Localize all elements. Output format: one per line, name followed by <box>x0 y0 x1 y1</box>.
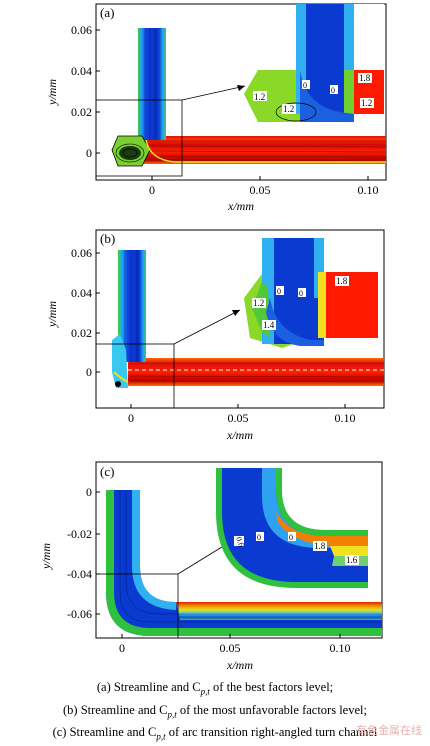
inset-c <box>216 468 368 588</box>
caption-line-b: (b) Streamline and Cp,t of the most unfa… <box>63 702 367 720</box>
inset-label: 0 <box>299 289 303 298</box>
horizontal-channel <box>138 136 386 164</box>
x-tick: 0 <box>149 183 155 197</box>
inset-label: 1.8 <box>359 73 371 83</box>
inset-a <box>244 4 384 130</box>
figure-caption: (a) Streamline and Cp,t of the best fact… <box>0 678 430 746</box>
caption-line-a: (a) Streamline and Cp,t of the best fact… <box>96 680 334 697</box>
zoom-arrow <box>173 309 241 345</box>
y-tick: 0.04 <box>71 64 92 78</box>
y-tick: -0.06 <box>67 607 92 621</box>
inset-b <box>244 238 378 348</box>
inset-label: 1.8 <box>336 276 348 286</box>
inset-label: 1.4 <box>263 320 275 330</box>
y-axis-label: y/mm <box>39 543 53 570</box>
y-tick: 0.06 <box>71 23 92 37</box>
watermark: 有色金属在线 <box>356 724 422 737</box>
inset-label: 0 <box>303 81 307 90</box>
panel-label: (c) <box>100 464 114 479</box>
x-axis-label: x/mm <box>226 428 253 442</box>
panel-c: 0.6 0 0 1.8 1.6 (c) 0 -0.02 -0.04 -0.06 … <box>0 452 430 676</box>
y-tick: 0.02 <box>71 105 92 119</box>
y-tick: 0.04 <box>71 286 92 300</box>
zoom-box <box>95 99 183 177</box>
x-tick: 0.05 <box>250 183 271 197</box>
y-axis-label: y/mm <box>45 79 59 106</box>
y-tick: 0 <box>86 146 92 160</box>
vortex <box>119 146 141 160</box>
panel-a-figure: 1.2 1.2 1.8 1.2 0 0 (a) 0.06 0.04 0.02 0… <box>45 3 387 213</box>
y-tick: 0.02 <box>71 326 92 340</box>
panel-c-figure: 0.6 0 0 1.8 1.6 (c) 0 -0.02 -0.04 -0.06 … <box>39 461 383 672</box>
inset-label: 0 <box>277 287 281 296</box>
x-tick: 0.05 <box>228 411 249 425</box>
panel-label: (a) <box>100 5 114 20</box>
y-tick: -0.02 <box>67 527 92 541</box>
panel-b-figure: 1.8 1.2 1.4 0 0 (b) 0.06 0.04 0.02 0 0 0… <box>45 229 385 442</box>
caption-line-c: (c) Streamline and Cp,t of arc transitio… <box>52 725 378 742</box>
panel-label: (b) <box>100 231 115 246</box>
x-axis-label: x/mm <box>226 658 253 672</box>
inset-label: 1.8 <box>314 541 326 551</box>
zoom-box <box>95 573 179 639</box>
panel-a: 1.2 1.2 1.8 1.2 0 0 (a) 0.06 0.04 0.02 0… <box>0 0 430 222</box>
inset-label: 1.6 <box>346 555 358 565</box>
x-axis-label: x/mm <box>227 199 254 213</box>
zoom-box <box>95 343 175 409</box>
x-tick: 0.10 <box>335 411 356 425</box>
x-tick: 0.10 <box>358 183 379 197</box>
inset-label: 0.6 <box>234 536 246 548</box>
y-tick: 0.06 <box>71 246 92 260</box>
vertical-channel <box>138 28 166 140</box>
y-tick: 0 <box>86 485 92 499</box>
x-tick: 0 <box>119 641 125 655</box>
panel-b: 1.8 1.2 1.4 0 0 (b) 0.06 0.04 0.02 0 0 0… <box>0 222 430 452</box>
inset-label: 1.2 <box>283 104 294 114</box>
y-tick: 0 <box>86 365 92 379</box>
inset-label: 1.2 <box>253 298 264 308</box>
x-tick: 0 <box>128 411 134 425</box>
y-tick: -0.04 <box>67 567 92 581</box>
x-tick: 0.05 <box>220 641 241 655</box>
y-axis-label: y/mm <box>45 301 59 328</box>
inset-label: 1.2 <box>254 92 265 102</box>
inset-label: 1.2 <box>361 98 372 108</box>
zoom-arrow <box>177 541 231 575</box>
inset-label: 0 <box>289 533 293 542</box>
inset-label: 0 <box>331 86 335 95</box>
x-tick: 0.10 <box>330 641 351 655</box>
zoom-arrow <box>181 85 246 101</box>
inset-label: 0 <box>257 533 261 542</box>
